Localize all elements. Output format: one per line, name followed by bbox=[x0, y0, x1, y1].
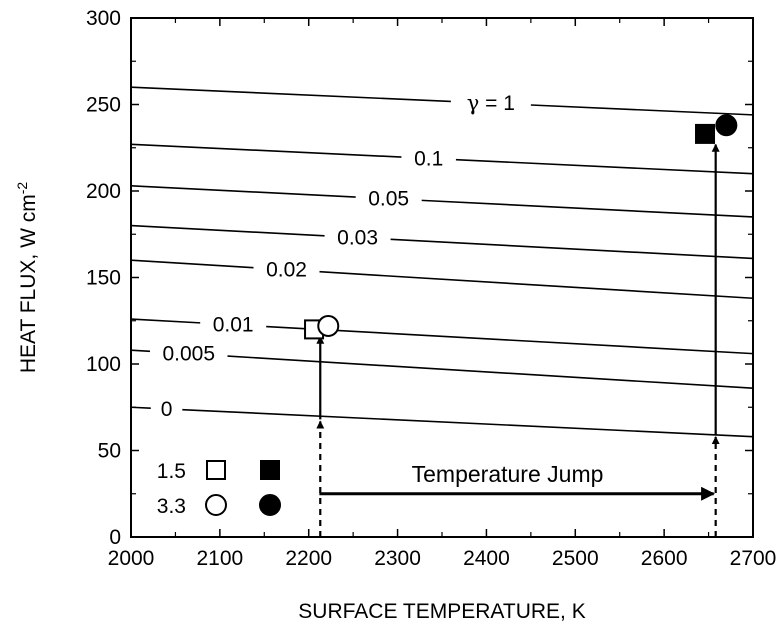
iso-line-label: 0.01 bbox=[213, 314, 254, 337]
iso-line-segment bbox=[530, 104, 754, 116]
iso-line-label: 0 bbox=[161, 398, 173, 421]
y-tick-label: 300 bbox=[86, 7, 121, 30]
plot-frame bbox=[130, 17, 754, 538]
y-axis-title: HEAT FLUX, W cm-2 bbox=[14, 182, 40, 374]
gamma-symbol: γ bbox=[467, 91, 480, 115]
iso-line-segment bbox=[130, 86, 451, 103]
iso-line-segment bbox=[227, 355, 754, 390]
x-tick-label: 2200 bbox=[285, 547, 332, 570]
y-tick-label: 100 bbox=[86, 353, 121, 376]
iso-line-value: 0.05 bbox=[368, 188, 409, 211]
y-tick-label: 0 bbox=[109, 526, 121, 549]
x-tick-label: 2500 bbox=[552, 547, 599, 570]
open-circle-point bbox=[317, 314, 340, 337]
legend-open-square bbox=[206, 460, 226, 480]
temperature-jump-label: Temperature Jump bbox=[412, 461, 604, 487]
x-tick-label: 2100 bbox=[196, 547, 243, 570]
iso-line-value: 0 bbox=[161, 398, 173, 421]
iso-line-value: 0.1 bbox=[414, 147, 443, 170]
iso-line-segment bbox=[130, 259, 254, 269]
x-tick-label: 2300 bbox=[374, 547, 421, 570]
filled-square-point bbox=[695, 123, 716, 144]
y-axis-title-superscript: -2 bbox=[14, 182, 30, 195]
iso-line-segment bbox=[130, 143, 402, 158]
iso-line-segment bbox=[130, 406, 151, 409]
iso-line-value: 0.005 bbox=[162, 343, 215, 366]
iso-line-segment bbox=[130, 349, 151, 353]
legend-label: 3.3 bbox=[157, 495, 186, 518]
iso-line-segment bbox=[182, 408, 754, 438]
iso-line-segment bbox=[455, 158, 754, 175]
iso-line-label: 0.02 bbox=[266, 259, 307, 282]
iso-line-value: = 1 bbox=[479, 92, 515, 115]
iso-line-value: 0.01 bbox=[213, 314, 254, 337]
y-tick-label: 50 bbox=[98, 440, 121, 463]
legend-filled-circle bbox=[259, 494, 281, 516]
iso-line-segment bbox=[130, 185, 356, 198]
iso-line-segment bbox=[319, 270, 754, 300]
iso-line-segment bbox=[130, 318, 201, 324]
iso-line-segment bbox=[421, 199, 754, 218]
iso-line-label: 0.1 bbox=[414, 147, 443, 170]
filled-circle-point bbox=[715, 114, 738, 137]
iso-line-value: 0.03 bbox=[337, 227, 378, 250]
y-tick-label: 250 bbox=[86, 94, 121, 117]
y-tick-label: 150 bbox=[86, 267, 121, 290]
plot-area: 2000 2100 2200 2300 2400 2500 2600 270005010015… bbox=[14, 7, 776, 623]
iso-line-label: 0.03 bbox=[337, 227, 378, 250]
iso-line-value: 0.02 bbox=[266, 259, 307, 282]
legend-filled-square bbox=[260, 460, 280, 480]
iso-line-segment bbox=[130, 224, 325, 237]
x-tick-label: 2700 bbox=[730, 547, 777, 570]
iso-line-label: 0.05 bbox=[368, 188, 409, 211]
x-tick-label: 2400 bbox=[463, 547, 510, 570]
y-tick-label: 200 bbox=[86, 180, 121, 203]
legend-label: 1.5 bbox=[157, 460, 186, 483]
x-tick-label: 2000 bbox=[108, 547, 155, 570]
x-tick-label: 2600 bbox=[641, 547, 688, 570]
legend-open-circle bbox=[205, 494, 227, 516]
iso-line-label: 0.005 bbox=[162, 343, 215, 366]
iso-line-label: γ = 1 bbox=[467, 91, 515, 115]
iso-line-segment bbox=[266, 325, 754, 355]
x-axis-title: SURFACE TEMPERATURE, K bbox=[298, 600, 585, 623]
iso-line-segment bbox=[390, 238, 754, 260]
